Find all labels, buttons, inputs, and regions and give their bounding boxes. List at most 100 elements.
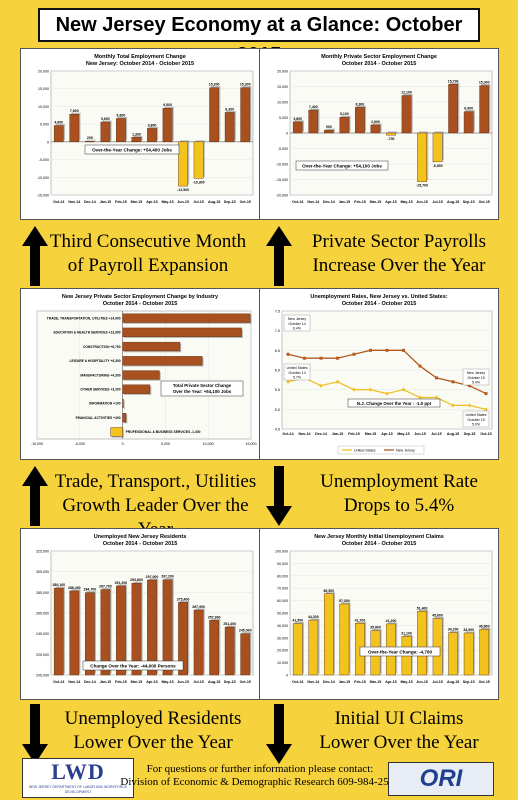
y-tick-label: 20,000 — [277, 649, 288, 653]
bar — [463, 111, 474, 134]
bar-shadow — [123, 400, 125, 410]
data-point — [484, 392, 488, 396]
x-tick-label: Oct-14 — [282, 432, 293, 436]
y-tick-label: -10,000 — [37, 176, 49, 180]
nj-start-annotation-text: New Jersey — [288, 317, 307, 321]
ori-logo-text: ORI — [419, 765, 463, 792]
legend-box — [337, 445, 425, 455]
chart-title: Unemployment Rates, New Jersey vs. Unite… — [310, 294, 447, 300]
bar — [386, 132, 396, 136]
data-point — [319, 383, 323, 388]
bar — [432, 132, 443, 163]
data-label: 57,300 — [339, 599, 350, 603]
x-tick-label: Oct-14 — [292, 680, 303, 684]
bar — [122, 384, 151, 394]
y-tick-label: 5.5 — [275, 388, 280, 392]
x-tick-label: Oct-15 — [240, 200, 251, 204]
annotation-text: Over-the-Year Change: +54,100 Jobs — [302, 164, 382, 169]
data-point — [467, 403, 472, 408]
x-tick-label: Aug-15 — [447, 432, 459, 436]
x-tick-label: May-15 — [161, 200, 173, 204]
data-label: 51,400 — [417, 606, 428, 610]
legend-label: New Jersey — [396, 448, 415, 452]
caption-line: Drops to 5.4% — [343, 495, 455, 516]
us-start-annotation-box — [283, 363, 311, 381]
y-tick-label: -5,000 — [39, 158, 49, 162]
x-tick-label: Oct-15 — [240, 680, 251, 684]
y-tick-label: 285,000 — [36, 591, 49, 595]
data-point — [402, 348, 405, 352]
y-tick-label: 15,000 — [38, 87, 49, 91]
chart-subtitle: October 2014 - October 2015 — [342, 61, 417, 67]
x-tick-label: Nov-14 — [68, 200, 80, 204]
y-tick-label: 70,000 — [277, 587, 288, 591]
x-tick-label: May-15 — [397, 432, 409, 436]
data-label: 6,900 — [464, 107, 473, 111]
unemployed-residents-chart: Unemployed New Jersey Residents October 2… — [20, 528, 260, 700]
bar — [448, 84, 459, 134]
x-tick-label: Apr-15 — [385, 680, 396, 684]
x-tick-label: Jan-15 — [332, 432, 343, 436]
caption-line: Initial UI Claims — [334, 708, 464, 729]
annotation-text: Change Over the Year: -44,000 Persons — [90, 664, 176, 669]
x-tick-label: Nov-14 — [299, 432, 311, 436]
bar — [122, 327, 242, 337]
data-label: 12,100 — [401, 90, 412, 94]
y-tick-label: -20,000 — [276, 194, 288, 198]
x-tick-label: Mar-15 — [370, 680, 382, 684]
chart-subtitle: New Jersey: October 2014 - October 2015 — [86, 61, 194, 67]
x-tick-label: Jul-15 — [193, 680, 203, 684]
y-tick-label: 90,000 — [277, 562, 288, 566]
y-tick-label: -5,000 — [278, 147, 288, 151]
bar — [84, 592, 95, 676]
x-tick-label: 5,000 — [161, 442, 170, 446]
data-point — [401, 387, 406, 392]
x-tick-label: Nov-14 — [307, 200, 319, 204]
us-start-annotation-text: October 14 — [288, 371, 305, 375]
bar-shadow — [86, 139, 97, 141]
category-label: OTHER SERVICES +3,200 — [80, 388, 120, 392]
category-label: FINANCIAL ACTIVITIES +400 — [76, 416, 121, 420]
x-tick-label: Feb-15 — [348, 432, 360, 436]
x-tick-label: Sep-15 — [224, 680, 236, 684]
bar — [122, 341, 181, 352]
data-label: 8,300 — [356, 102, 365, 106]
data-label: -700 — [387, 137, 394, 141]
x-tick-label: Oct-15 — [479, 200, 490, 204]
us-start-annotation-text: United States — [286, 366, 307, 370]
bar — [122, 356, 203, 366]
chart-subtitle: October 2014 - October 2015 — [103, 541, 178, 547]
bar — [339, 603, 350, 676]
x-tick-label: Jan-15 — [339, 200, 350, 204]
y-tick-label: 60,000 — [277, 599, 288, 603]
x-tick-label: Jun-15 — [177, 680, 189, 684]
y-tick-label: 30,000 — [277, 636, 288, 640]
data-label: 297,200 — [161, 575, 174, 579]
data-label: 4,600 — [54, 121, 63, 125]
x-tick-label: Oct-15 — [479, 680, 490, 684]
y-tick-label: 205,000 — [36, 674, 49, 678]
bar — [355, 107, 365, 134]
data-label: 287,700 — [99, 585, 112, 589]
chart-subtitle: October 2014 - October 2015 — [342, 541, 417, 547]
x-tick-label: Sep-15 — [463, 200, 475, 204]
data-label: 293,800 — [130, 578, 143, 582]
bar — [370, 124, 381, 134]
x-tick-label: Jul-15 — [193, 200, 203, 204]
x-tick-label: Sep-15 — [463, 680, 475, 684]
bar — [53, 587, 64, 676]
x-tick-label: May-15 — [400, 680, 412, 684]
contact-info: For questions or further information ple… — [105, 763, 415, 789]
x-tick-label: Oct-15 — [480, 432, 491, 436]
y-tick-label: 20,000 — [38, 70, 49, 74]
x-tick-label: Dec-14 — [315, 432, 327, 436]
caption-line: Private Sector Payrolls — [311, 231, 487, 252]
data-point — [352, 387, 356, 392]
bar — [131, 583, 142, 676]
bar — [323, 593, 334, 676]
annotation-text: Total Private Sector Change — [173, 383, 232, 388]
y-tick-label: 20,000 — [277, 70, 288, 74]
bar — [224, 112, 235, 143]
data-label: 2,600 — [371, 120, 380, 124]
